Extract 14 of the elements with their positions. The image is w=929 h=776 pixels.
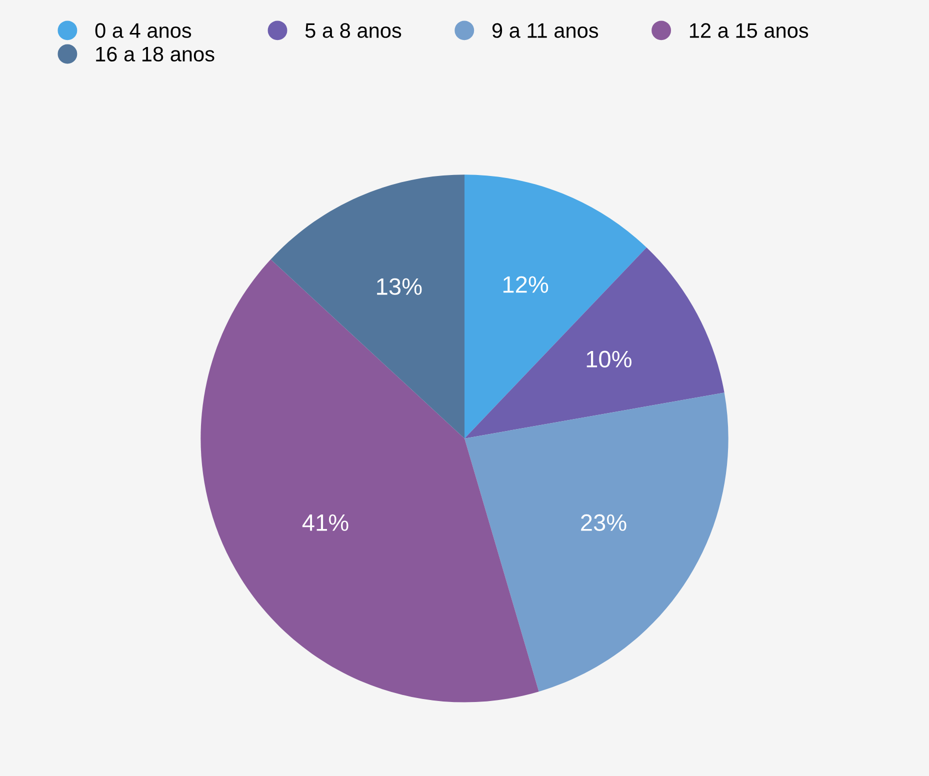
legend-label: 12 a 15 anos: [690, 23, 808, 38]
data-label: 41%: [302, 514, 348, 531]
legend-label: 0 a 4 anos: [95, 23, 192, 38]
data-label: 12%: [503, 276, 548, 293]
legend-label: 9 a 11 anos: [492, 23, 598, 38]
pie-slice: [464, 247, 724, 438]
pie-slice: [464, 174, 647, 438]
pie-slice: [270, 174, 464, 438]
legend-label: 5 a 8 anos: [305, 23, 402, 38]
data-label: 13%: [377, 278, 422, 295]
pie-slice: [464, 392, 728, 692]
data-label: 23%: [581, 514, 626, 532]
data-label: 10%: [586, 350, 632, 368]
legend-label: 16 a 18 anos: [96, 46, 214, 62]
